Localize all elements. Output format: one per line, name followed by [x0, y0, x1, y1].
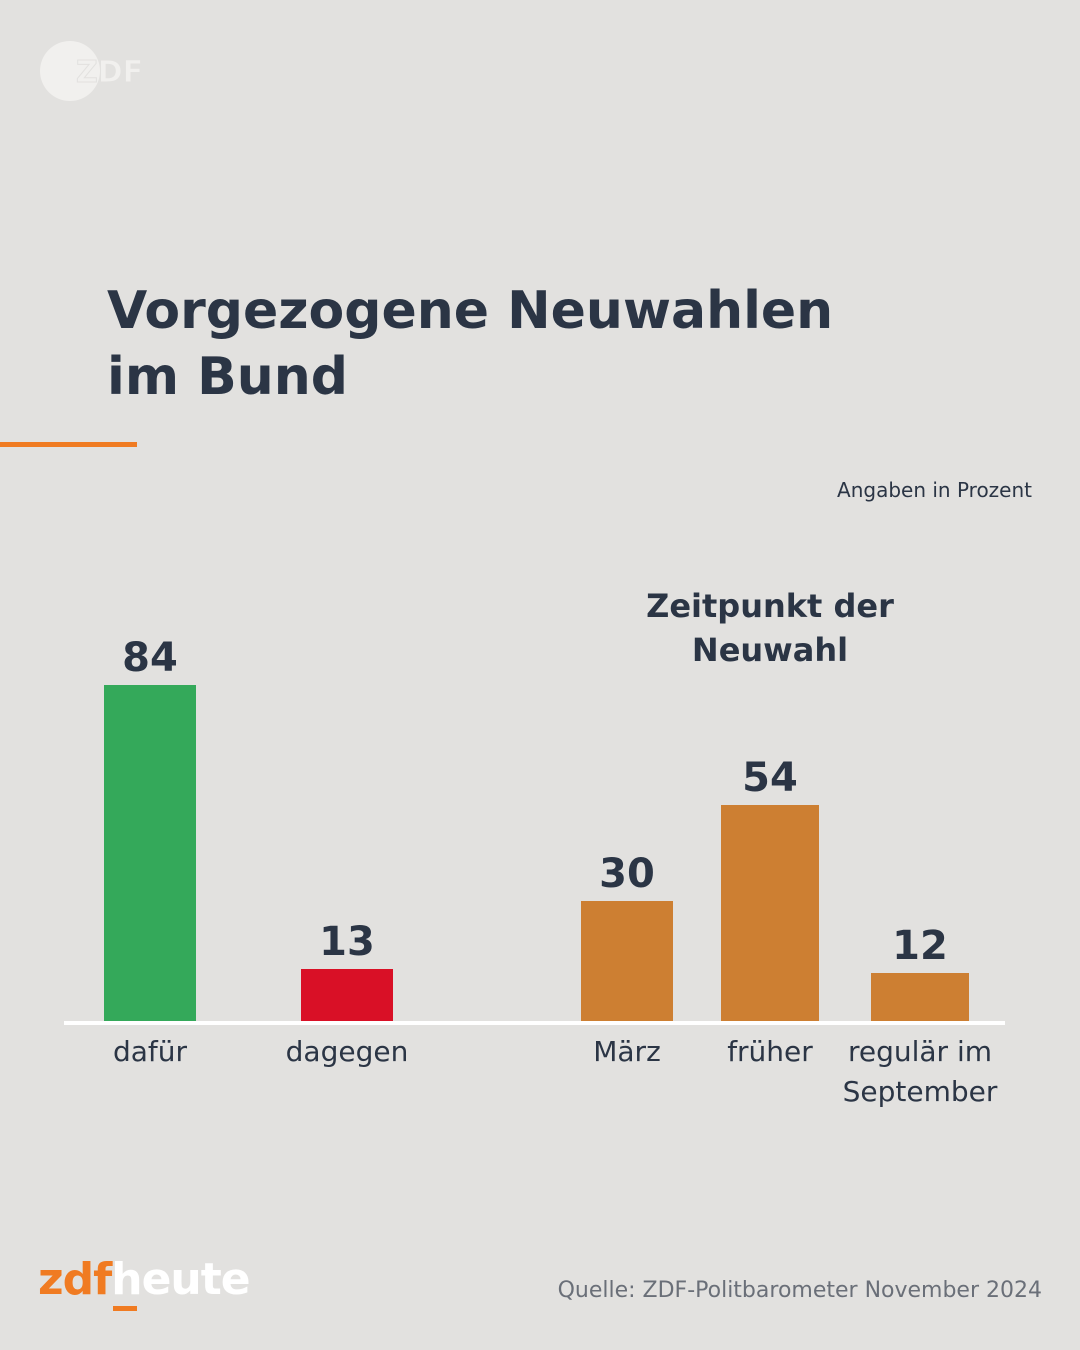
chart-title-line-2: im Bund — [107, 347, 349, 407]
bar-dafür — [104, 685, 196, 1021]
subgroup-title-line-2: Neuwahl — [691, 631, 849, 669]
zdf-logo: ZDF — [40, 41, 144, 101]
accent-line — [0, 442, 137, 447]
brand-part-heute: heute — [111, 1254, 250, 1305]
bar-märz — [581, 901, 673, 1021]
subgroup-title: Zeitpunkt der Neuwahl — [600, 584, 940, 672]
value-label: 12 — [892, 923, 948, 969]
zdf-logo-text: ZDF — [76, 55, 143, 90]
value-label: 13 — [319, 919, 375, 965]
source-note: Quelle: ZDF-Politbarometer November 2024 — [557, 1278, 1042, 1303]
bar-früher — [721, 805, 819, 1021]
category-label: dagegen — [286, 1035, 409, 1068]
chart-title-line-1: Vorgezogene Neuwahlen — [107, 281, 834, 341]
value-label: 84 — [122, 635, 178, 681]
zdfheute-brand: zdfheute — [38, 1252, 251, 1308]
bar-dagegen — [301, 969, 393, 1021]
value-label: 30 — [599, 851, 655, 897]
category-label: dafür — [113, 1035, 188, 1068]
unit-note: Angaben in Prozent — [837, 478, 1032, 502]
brand-part-zdf: zdf — [38, 1254, 112, 1305]
chart-title: Vorgezogene Neuwahlen im Bund — [107, 278, 1007, 410]
bar-regulär-im-september — [871, 973, 969, 1021]
category-label: März — [593, 1035, 661, 1068]
category-label: früher — [727, 1035, 813, 1068]
subgroup-title-line-1: Zeitpunkt der — [646, 587, 894, 625]
value-label: 54 — [742, 755, 798, 801]
category-label: September — [843, 1075, 998, 1108]
category-label: regulär im — [848, 1035, 992, 1068]
